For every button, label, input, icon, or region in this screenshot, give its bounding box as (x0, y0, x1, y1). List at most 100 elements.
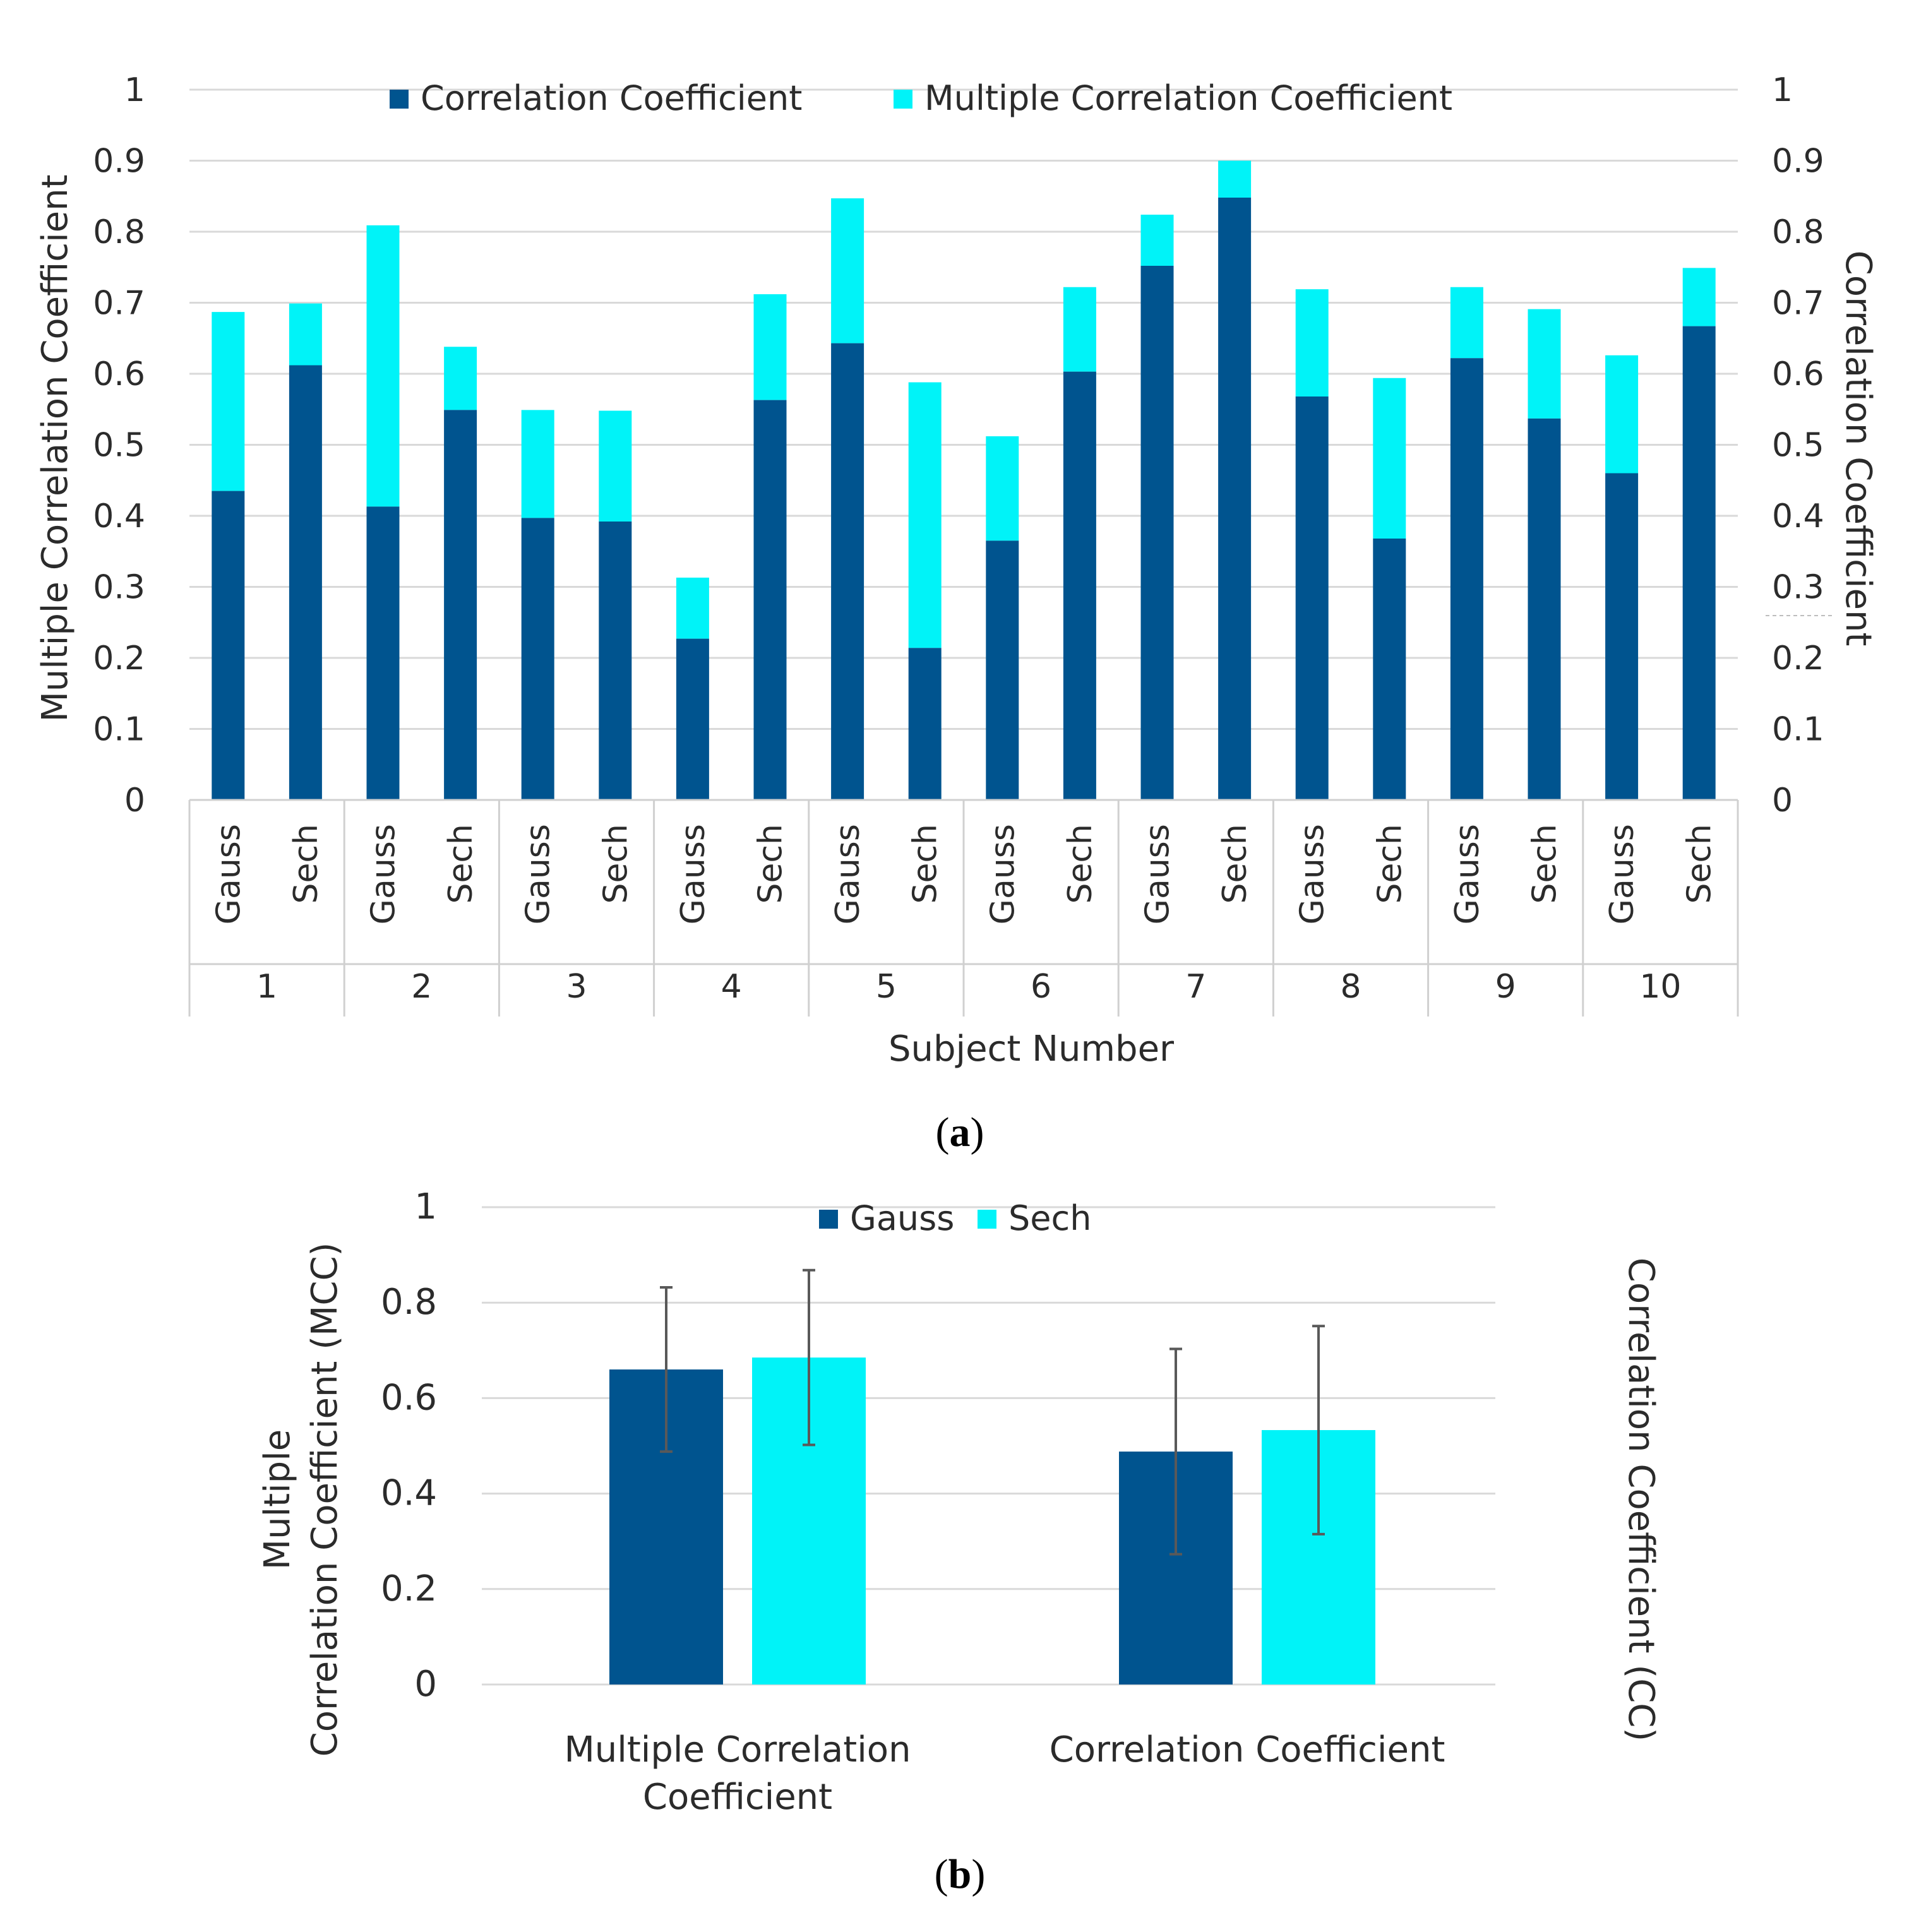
chart-b: 0 0.2 0.4 0.6 0.8 1 Gauss Sech Multiple Corre… (257, 1186, 1661, 1897)
bar-mcc-segment (831, 198, 864, 343)
x-subcategory-label: Gauss (1449, 824, 1486, 924)
y-tick-label-right: 0.2 (1772, 640, 1824, 677)
x-subcategory-label: Sech (287, 824, 325, 904)
y-tick-label-right: 0.5 (1772, 427, 1824, 465)
chart-b-right-axis-title: Correlation Coefficient (CC) (1620, 1258, 1661, 1742)
legend-label-multiple-correlation-coefficient: Multiple Correlation Coefficient (924, 78, 1452, 118)
bar-cc-segment (1140, 266, 1174, 800)
bar-cc-segment (1295, 397, 1329, 800)
x-group-label: 3 (566, 968, 587, 1006)
x-group-label: 6 (1031, 968, 1051, 1006)
bar-cc-segment (1063, 371, 1096, 800)
chart-b-left-axis-title-line1: Multiple (257, 1429, 298, 1570)
chart-b-category-label-mcc-line1: Multiple Correlation (564, 1729, 911, 1770)
x-group-label: 2 (411, 968, 432, 1006)
chart-a-x-axis-title: Subject Number (888, 1029, 1175, 1070)
chart-b-bars (609, 1357, 1375, 1685)
chart-a-legend: Correlation Coefficient Multiple Correla… (390, 78, 1452, 118)
x-subcategory-label: Sech (1062, 824, 1099, 904)
y-tick-label-right: 0.4 (1772, 498, 1824, 535)
x-group-label: 4 (721, 968, 742, 1006)
x-group-label: 10 (1639, 968, 1681, 1006)
y-tick-label: 0.6 (381, 1377, 437, 1418)
bar-cc-segment (444, 410, 477, 800)
x-subcategory-label: Sech (752, 824, 790, 904)
x-subcategory-label: Gauss (829, 824, 867, 924)
x-subcategory-label: Gauss (1294, 824, 1332, 924)
bar-cc-segment (366, 506, 400, 800)
bar-cc-segment (1605, 473, 1639, 800)
chart-b-error-bars (660, 1268, 1325, 1556)
legend-label-sech: Sech (1008, 1198, 1091, 1238)
panel-label-a: (a) (936, 1109, 984, 1155)
bar-cc-segment (1528, 418, 1561, 800)
legend-swatch-multiple-correlation-coefficient (894, 90, 912, 109)
legend-label-gauss: Gauss (850, 1198, 954, 1238)
y-tick-label-right: 1 (1772, 71, 1793, 109)
x-group-label: 1 (256, 968, 277, 1006)
chart-b-tick-labels: 0 0.2 0.4 0.6 0.8 1 (381, 1186, 437, 1705)
bar-mcc-segment (444, 347, 477, 410)
chart-a-right-tick-labels: 0 0.1 0.2 0.3 0.4 0.5 0.6 0.7 0.8 0.9 1 (1772, 71, 1824, 820)
bar-cc-segment (908, 648, 942, 800)
y-tick-label-right: 0.3 (1772, 569, 1824, 607)
legend-swatch-sech (978, 1210, 996, 1229)
x-group-label: 8 (1340, 968, 1361, 1006)
bar-mcc-segment (366, 225, 400, 507)
y-tick-label-right: 0.8 (1772, 213, 1824, 251)
chart-b-left-axis-title-line2: Correlation Coefficient (MCC) (304, 1243, 345, 1757)
bar-mcc-segment (1528, 309, 1561, 419)
y-tick-label-left: 0.7 (93, 285, 145, 323)
bar-cc-segment (1218, 198, 1252, 800)
bar-cc-segment (289, 365, 322, 800)
x-subcategory-label: Gauss (365, 824, 403, 924)
chart-a-right-axis-title: Correlation Coefficient (1838, 251, 1879, 647)
bar-cc-segment (1373, 539, 1406, 800)
x-subcategory-label: Sech (442, 824, 480, 904)
chart-a-left-axis-title: Multiple Correlation Coefficient (35, 174, 76, 722)
bar-mcc-segment (908, 382, 942, 648)
bar-cc-segment (676, 638, 709, 800)
y-tick-label-right: 0.1 (1772, 711, 1824, 749)
bar-cc-segment (1682, 326, 1716, 800)
bar-cc-segment (831, 343, 864, 800)
panel-label-a-letter: a (950, 1109, 971, 1155)
legend-swatch-gauss (819, 1210, 838, 1229)
y-tick-label-left: 0.6 (93, 355, 145, 393)
x-subcategory-label: Sech (597, 824, 635, 904)
bar-mcc-segment (1605, 355, 1639, 474)
x-subcategory-label: Sech (1681, 824, 1719, 904)
bar-mcc-segment (599, 410, 632, 522)
chart-b-legend: Gauss Sech (819, 1198, 1091, 1238)
chart-b-category-label-mcc-line2: Coefficient (643, 1777, 832, 1818)
bar-mcc-segment (1063, 287, 1096, 372)
x-subcategory-label: Sech (907, 824, 945, 904)
legend-swatch-correlation-coefficient (390, 90, 409, 109)
chart-b-category-label-cc: Correlation Coefficient (1050, 1729, 1445, 1770)
x-subcategory-label: Gauss (210, 824, 248, 924)
x-subcategory-label: Sech (1526, 824, 1564, 904)
bar-mcc-segment (676, 577, 709, 639)
y-tick-label-right: 0.9 (1772, 143, 1824, 181)
x-group-label: 5 (876, 968, 897, 1006)
bar-mcc-segment (986, 436, 1019, 541)
y-tick-label-left: 1 (124, 71, 145, 109)
panel-label-b-letter: b (948, 1851, 972, 1897)
bar-cc-segment (212, 491, 245, 800)
bar-cc-segment (753, 400, 787, 800)
bar-mcc-segment (1682, 268, 1716, 326)
bar-mcc-segment (1373, 378, 1406, 539)
y-tick-label: 1 (414, 1186, 437, 1227)
y-tick-label-left: 0.3 (93, 569, 145, 607)
chart-a-left-tick-labels: 0 0.1 0.2 0.3 0.4 0.5 0.6 0.7 0.8 0.9 1 (93, 71, 145, 820)
y-tick-label-left: 0 (124, 782, 145, 820)
x-subcategory-label: Gauss (1139, 824, 1177, 924)
y-tick-label-right: 0.7 (1772, 285, 1824, 323)
panel-label-b: (b) (935, 1851, 986, 1897)
y-tick-label-right: 0 (1772, 782, 1793, 820)
chart-a-bars (212, 160, 1716, 800)
bar-mcc-segment (1218, 160, 1252, 198)
bar-cc-segment (1450, 358, 1483, 800)
bar-mcc-segment (753, 294, 787, 400)
